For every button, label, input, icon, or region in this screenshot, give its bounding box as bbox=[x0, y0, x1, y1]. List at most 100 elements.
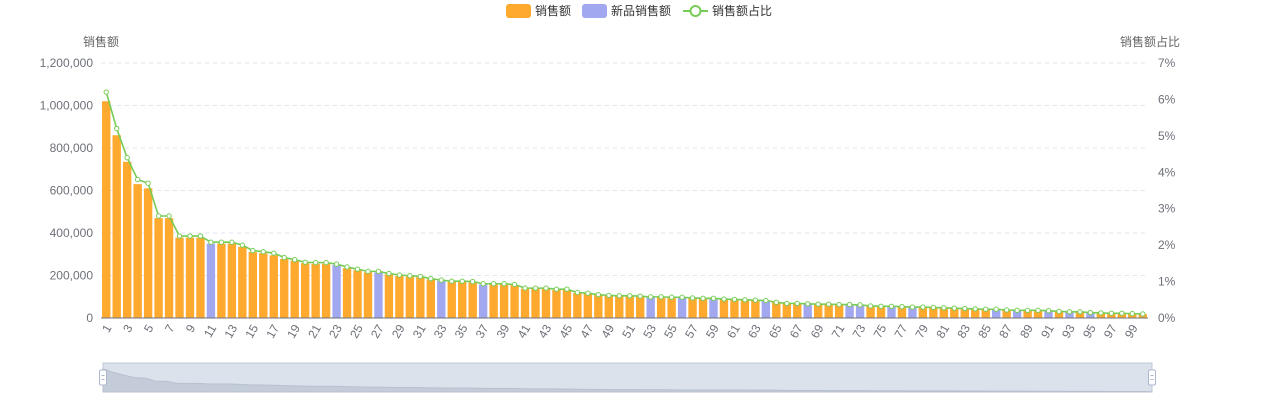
bar[interactable] bbox=[426, 279, 435, 318]
share-point[interactable] bbox=[574, 289, 581, 296]
share-point[interactable] bbox=[784, 300, 790, 307]
bar[interactable] bbox=[1012, 310, 1022, 318]
bar[interactable] bbox=[321, 263, 331, 318]
bar[interactable] bbox=[384, 274, 394, 318]
share-point[interactable] bbox=[469, 278, 476, 285]
share-point[interactable] bbox=[899, 304, 905, 310]
bar[interactable] bbox=[363, 272, 373, 318]
share-point[interactable] bbox=[616, 293, 622, 299]
bar[interactable] bbox=[761, 301, 771, 318]
share-point[interactable] bbox=[176, 233, 183, 239]
share-point[interactable] bbox=[857, 302, 863, 308]
share-point[interactable] bbox=[794, 300, 800, 307]
share-point[interactable] bbox=[564, 286, 570, 292]
share-point[interactable] bbox=[668, 294, 675, 300]
share-point[interactable] bbox=[124, 155, 130, 161]
bar[interactable] bbox=[206, 243, 216, 318]
bar[interactable] bbox=[112, 135, 121, 318]
bar[interactable] bbox=[855, 305, 865, 318]
share-point[interactable] bbox=[930, 304, 937, 311]
bar[interactable] bbox=[803, 304, 812, 318]
bar[interactable] bbox=[164, 218, 174, 318]
share-point[interactable] bbox=[888, 303, 895, 310]
share-point[interactable] bbox=[187, 233, 193, 239]
share-point[interactable] bbox=[260, 249, 266, 255]
bar[interactable] bbox=[615, 296, 624, 318]
share-point[interactable] bbox=[805, 301, 811, 307]
bar[interactable] bbox=[929, 307, 938, 318]
share-point[interactable] bbox=[532, 285, 539, 291]
share-point[interactable] bbox=[428, 275, 434, 282]
bar[interactable] bbox=[510, 285, 519, 318]
legend-item-sales[interactable]: 销售额 bbox=[506, 3, 571, 18]
share-point[interactable] bbox=[689, 295, 696, 301]
bar[interactable] bbox=[845, 304, 854, 318]
bar[interactable] bbox=[772, 302, 781, 318]
share-point[interactable] bbox=[459, 278, 465, 284]
bar[interactable] bbox=[1065, 312, 1074, 318]
share-point[interactable] bbox=[396, 272, 403, 278]
bar[interactable] bbox=[332, 264, 341, 318]
share-point[interactable] bbox=[1066, 309, 1073, 315]
bar[interactable] bbox=[1033, 310, 1043, 318]
bar[interactable] bbox=[238, 246, 247, 318]
share-point[interactable] bbox=[354, 266, 361, 272]
bar[interactable] bbox=[1002, 310, 1011, 318]
bar[interactable] bbox=[698, 298, 708, 318]
share-point[interactable] bbox=[386, 270, 392, 277]
bar[interactable] bbox=[981, 309, 990, 319]
share-point[interactable] bbox=[752, 297, 759, 303]
share-point[interactable] bbox=[501, 281, 507, 287]
bar[interactable] bbox=[374, 272, 383, 318]
share-point[interactable] bbox=[700, 295, 706, 302]
share-point[interactable] bbox=[710, 295, 717, 302]
bar[interactable] bbox=[217, 243, 226, 318]
bar[interactable] bbox=[342, 268, 352, 318]
bar[interactable] bbox=[1086, 312, 1095, 318]
share-point[interactable] bbox=[1140, 311, 1146, 317]
bar[interactable] bbox=[991, 309, 1001, 319]
share-point[interactable] bbox=[344, 264, 350, 270]
share-point[interactable] bbox=[983, 306, 989, 312]
bar[interactable] bbox=[552, 289, 561, 318]
bar[interactable] bbox=[573, 292, 582, 318]
share-point[interactable] bbox=[281, 254, 287, 261]
bar[interactable] bbox=[478, 284, 488, 318]
share-point[interactable] bbox=[134, 176, 141, 183]
share-point[interactable] bbox=[742, 297, 748, 303]
share-point[interactable] bbox=[836, 301, 842, 308]
bar[interactable] bbox=[876, 306, 886, 318]
bar[interactable] bbox=[834, 304, 844, 318]
bar[interactable] bbox=[782, 303, 791, 318]
bar[interactable] bbox=[196, 237, 205, 318]
share-point[interactable] bbox=[291, 257, 298, 263]
bar[interactable] bbox=[939, 308, 949, 318]
bar[interactable] bbox=[793, 303, 802, 318]
share-point[interactable] bbox=[773, 299, 780, 306]
share-point[interactable] bbox=[1045, 308, 1052, 314]
bar[interactable] bbox=[656, 297, 666, 318]
bar[interactable] bbox=[971, 309, 980, 318]
bar[interactable] bbox=[416, 277, 425, 318]
bar[interactable] bbox=[143, 188, 153, 318]
share-point[interactable] bbox=[1024, 307, 1031, 314]
share-point[interactable] bbox=[1108, 310, 1115, 316]
share-point[interactable] bbox=[941, 305, 947, 311]
share-point[interactable] bbox=[271, 250, 277, 256]
bar[interactable] bbox=[259, 253, 268, 318]
share-point[interactable] bbox=[312, 259, 319, 266]
share-point[interactable] bbox=[155, 213, 162, 219]
bar[interactable] bbox=[280, 258, 289, 318]
share-point[interactable] bbox=[951, 305, 958, 311]
data-zoom-handle-right[interactable] bbox=[1148, 369, 1156, 386]
share-point[interactable] bbox=[145, 180, 151, 186]
share-point[interactable] bbox=[815, 301, 821, 307]
bar[interactable] bbox=[730, 299, 739, 318]
share-point[interactable] bbox=[920, 304, 926, 310]
bar[interactable] bbox=[814, 304, 823, 318]
share-point[interactable] bbox=[1056, 308, 1062, 315]
share-point[interactable] bbox=[846, 301, 853, 308]
legend-item-new-product-sales[interactable]: 新品销售额 bbox=[582, 3, 671, 18]
data-zoom-handle-left[interactable] bbox=[99, 369, 107, 386]
share-point[interactable] bbox=[543, 285, 549, 291]
